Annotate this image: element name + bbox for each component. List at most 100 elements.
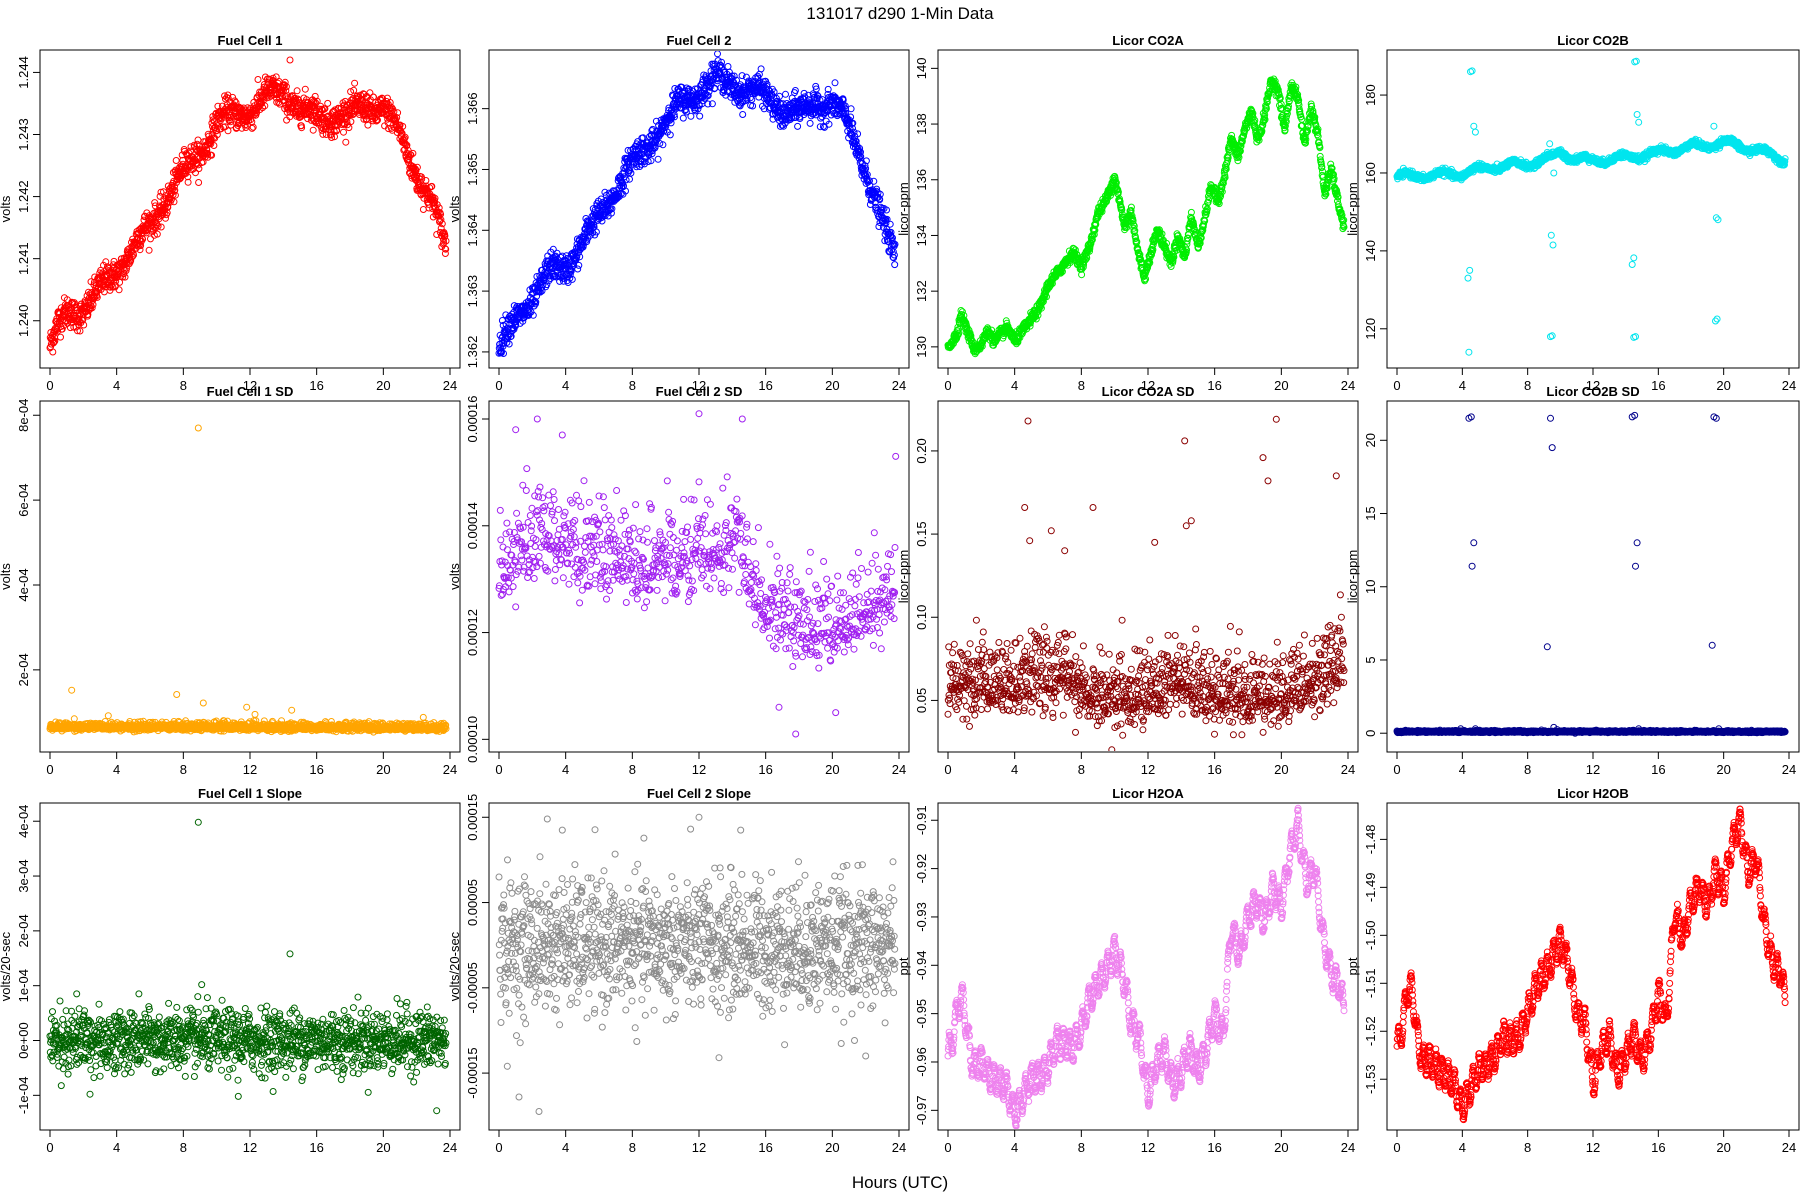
- data-point: [413, 163, 421, 171]
- data-point: [770, 88, 778, 96]
- data-point: [76, 327, 84, 335]
- data-point: [318, 126, 326, 134]
- data-point: [1123, 224, 1131, 231]
- data-point: [831, 79, 839, 87]
- data-point: [1218, 183, 1226, 191]
- data-point: [437, 216, 445, 224]
- data-point: [107, 281, 115, 289]
- data-point: [1148, 251, 1155, 259]
- data-point: [682, 108, 690, 116]
- data-point: [1302, 139, 1309, 147]
- data-point: [260, 81, 268, 88]
- data-point: [890, 254, 898, 262]
- data-point: [1339, 225, 1347, 233]
- data-point: [1230, 140, 1238, 148]
- data-point: [656, 140, 664, 147]
- data-point: [800, 89, 808, 97]
- data-point: [233, 124, 240, 132]
- data-point: [812, 85, 820, 93]
- data-point: [1146, 259, 1154, 267]
- data-point: [573, 253, 581, 260]
- x-tick-label: 24: [1782, 378, 1796, 393]
- x-tick-label: 8: [1078, 378, 1085, 393]
- data-point: [1274, 86, 1282, 94]
- data-point: [796, 115, 804, 122]
- data-point: [666, 131, 674, 139]
- data-point: [543, 281, 551, 289]
- data-point: [1158, 230, 1166, 238]
- panel-title: Licor CO2B: [1557, 33, 1629, 48]
- data-point: [100, 278, 108, 286]
- data-point: [1340, 223, 1348, 231]
- data-point: [814, 92, 822, 100]
- data-point: [1327, 160, 1335, 168]
- data-point: [762, 77, 770, 85]
- data-points-co2b: [1393, 57, 1789, 356]
- y-tick-label: 180: [1363, 84, 1378, 106]
- data-point: [1249, 109, 1257, 117]
- data-point: [1318, 163, 1326, 171]
- data-point: [374, 116, 381, 124]
- data-point: [681, 107, 689, 114]
- data-point: [224, 94, 232, 102]
- data-point: [568, 275, 576, 283]
- data-point: [754, 74, 762, 82]
- data-point: [347, 88, 355, 96]
- data-point: [171, 191, 179, 199]
- data-point: [401, 133, 409, 141]
- data-point: [1149, 246, 1157, 254]
- data-point: [442, 245, 450, 253]
- x-tick-label: 16: [758, 378, 772, 393]
- data-point: [841, 102, 849, 110]
- data-point: [608, 205, 616, 213]
- panel-title: Fuel Cell 2: [666, 33, 731, 48]
- data-point: [782, 90, 789, 98]
- data-point: [1163, 239, 1170, 247]
- data-point: [364, 121, 372, 129]
- data-point: [671, 113, 678, 121]
- data-point: [154, 222, 162, 230]
- data-point: [1218, 188, 1226, 196]
- data-point: [399, 122, 407, 130]
- data-point: [746, 94, 754, 102]
- data-point: [825, 120, 833, 128]
- data-point: [749, 102, 757, 110]
- data-point: [887, 232, 895, 240]
- y-tick-label: 1.366: [465, 92, 480, 125]
- data-point: [1314, 125, 1322, 133]
- data-point: [873, 185, 881, 193]
- data-point: [301, 85, 309, 93]
- data-point: [1292, 83, 1300, 91]
- x-tick-label: 8: [180, 378, 187, 393]
- data-point: [176, 175, 184, 183]
- data-point: [1334, 193, 1342, 201]
- data-point: [627, 169, 635, 177]
- data-point: [441, 232, 449, 240]
- x-tick-label: 16: [1651, 378, 1665, 393]
- data-point: [1225, 148, 1233, 156]
- data-point: [340, 128, 347, 136]
- data-point: [328, 134, 336, 141]
- data-point: [145, 246, 153, 254]
- x-tick-label: 8: [629, 378, 636, 393]
- data-point: [883, 215, 891, 223]
- data-point: [519, 317, 527, 325]
- data-point: [574, 265, 582, 273]
- y-tick-label: 136: [914, 169, 929, 191]
- data-point: [679, 114, 687, 122]
- data-point: [549, 245, 557, 253]
- x-tick-label: 0: [495, 378, 502, 393]
- y-tick-label: 160: [1363, 162, 1378, 184]
- data-point: [130, 251, 137, 259]
- data-point: [275, 99, 283, 106]
- data-point: [776, 92, 783, 100]
- data-point: [298, 124, 306, 132]
- data-point: [704, 92, 712, 100]
- x-tick-label: 4: [1459, 378, 1466, 393]
- data-point: [886, 220, 894, 228]
- data-point: [714, 51, 721, 58]
- x-tick-label: 4: [1011, 378, 1018, 393]
- data-point: [622, 176, 630, 184]
- data-point: [184, 178, 192, 186]
- data-point: [1264, 94, 1272, 102]
